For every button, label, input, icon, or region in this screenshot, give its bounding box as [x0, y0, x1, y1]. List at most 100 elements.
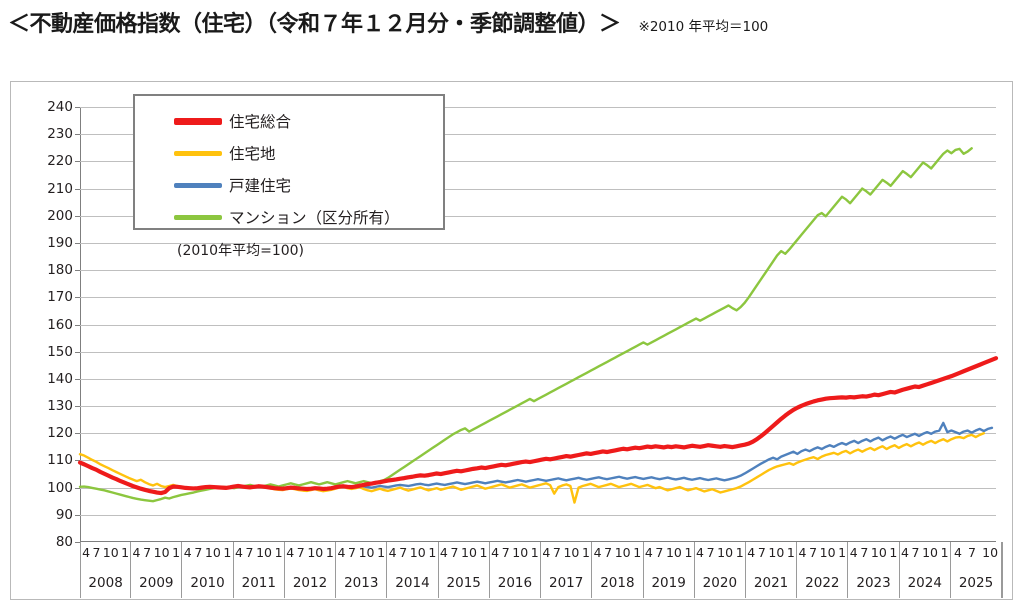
- x-axis-month-label: 4: [132, 545, 141, 560]
- x-axis-year-label: 2020: [702, 575, 738, 591]
- gridline: [80, 270, 996, 272]
- x-axis-month-ticks: 4 7 10 1: [592, 542, 642, 571]
- x-axis-month-ticks: 4 7 10 1: [644, 542, 694, 571]
- y-tick-label: 220: [47, 153, 73, 170]
- gridline: [80, 188, 996, 190]
- y-tick-mark: [75, 324, 80, 326]
- y-tick-mark: [75, 297, 80, 299]
- legend-item-total: 住宅総合: [135, 105, 443, 137]
- x-axis-month-label: 7: [399, 545, 408, 560]
- legend-swatch-detached: [174, 182, 222, 188]
- x-axis-year-label: 2019: [651, 575, 686, 591]
- x-axis-month-label: 1: [582, 545, 590, 560]
- x-axis-year-cell: 4 7 10 1 2012: [285, 542, 337, 598]
- legend-item-land: 住宅地: [135, 137, 443, 169]
- x-axis-labels: 4 7 10 1 2008 4 7 10 1 2009 4 7 10 1 2010 4 7 10 1 2011 4 7 10…: [80, 542, 1004, 598]
- legend-swatch-total: [174, 117, 222, 125]
- gridline: [80, 378, 996, 380]
- y-tick-mark: [75, 406, 80, 408]
- x-axis-year-label: 2011: [241, 575, 276, 591]
- x-axis-month-label: 10: [358, 545, 375, 560]
- x-axis-month-label: 4: [593, 545, 602, 560]
- gridline: [80, 406, 996, 408]
- x-axis-month-label: 7: [296, 545, 305, 560]
- x-axis-month-label: 10: [512, 545, 529, 560]
- x-axis-month-label: 10: [717, 545, 734, 560]
- x-axis-month-ticks: 4 7 10 1: [234, 542, 284, 571]
- x-axis-month-label: 4: [644, 545, 653, 560]
- x-axis-month-label: 1: [428, 545, 437, 560]
- x-axis-month-label: 4: [286, 545, 295, 560]
- x-axis-year-label: 2018: [600, 575, 635, 591]
- legend-item-detached: 戸建住宅: [135, 169, 443, 201]
- x-axis-month-label: 10: [409, 545, 426, 560]
- x-axis-month-ticks: 4 7 10: [951, 542, 1001, 571]
- x-axis-month-ticks: 4 7 10 1: [81, 542, 130, 571]
- x-axis-month-label: 1: [889, 545, 898, 560]
- x-axis-month-label: 7: [809, 545, 818, 560]
- x-axis-year-label: 2017: [548, 575, 584, 591]
- y-tick-label: 80: [55, 534, 73, 550]
- x-axis-month-label: 10: [204, 545, 221, 560]
- x-axis-year-cell: 4 7 10 1 2010: [182, 542, 234, 598]
- gridline: [80, 351, 996, 353]
- x-axis-year-cell: 4 7 10 1 2008: [80, 542, 132, 598]
- x-axis-month-ticks: 4 7 10 1: [797, 542, 847, 571]
- y-tick-label: 210: [47, 180, 73, 197]
- x-axis-month-label: 1: [940, 545, 949, 560]
- y-tick-label: 90: [55, 506, 73, 523]
- y-tick-label: 200: [47, 207, 73, 224]
- x-axis-month-label: 1: [838, 545, 847, 560]
- x-axis-month-label: 4: [439, 545, 448, 560]
- series-line-detached: [78, 421, 994, 494]
- x-axis-month-label: 1: [223, 545, 232, 560]
- x-axis-month-ticks: 4 7 10 1: [131, 542, 181, 571]
- x-axis-month-label: 4: [82, 545, 91, 560]
- x-axis-month-label: 7: [655, 545, 664, 560]
- x-axis-year-label: 2012: [292, 575, 328, 591]
- x-axis-month-ticks: 4 7 10 1: [336, 542, 386, 571]
- x-axis-year-cell: 4 7 10 1 2024: [900, 542, 951, 598]
- x-axis-month-label: 10: [256, 545, 273, 560]
- x-axis-month-ticks: 4 7 10 1: [695, 542, 745, 571]
- page-title: ＜不動産価格指数（住宅）（令和７年１２月分・季節調整値）＞: [8, 12, 621, 37]
- y-tick-mark: [75, 242, 80, 244]
- x-axis-month-label: 4: [542, 545, 551, 560]
- x-axis-month-label: 7: [968, 545, 976, 560]
- x-axis-year-cell: 4 7 10 1 2015: [439, 542, 490, 598]
- x-axis-year-cell: 4 7 10 1 2018: [592, 542, 644, 598]
- gridline: [80, 514, 996, 516]
- x-axis-month-label: 1: [735, 545, 744, 560]
- y-tick-label: 140: [47, 370, 73, 387]
- x-axis-year-label: 2021: [753, 575, 789, 591]
- x-axis-month-label: 10: [922, 545, 938, 560]
- x-axis-year-cell: 4 7 10 1 2022: [797, 542, 849, 598]
- x-axis-year-label: 2015: [446, 575, 481, 591]
- x-axis-month-label: 1: [530, 545, 539, 560]
- x-axis-month-label: 4: [337, 545, 346, 560]
- y-tick-mark: [75, 460, 80, 462]
- legend-swatch-condo: [174, 214, 222, 220]
- x-axis-month-label: 4: [183, 545, 192, 560]
- x-axis-year-label: 2024: [907, 575, 942, 591]
- x-axis-year-cell: 4 7 10 1 2016: [490, 542, 542, 598]
- x-axis-month-label: 4: [491, 545, 500, 560]
- x-axis-year-cell: 4 7 10 2025: [951, 542, 1003, 598]
- x-axis-year-label: 2025: [958, 575, 994, 591]
- x-axis-year-cell: 4 7 10 1 2020: [695, 542, 746, 598]
- x-axis-month-ticks: 4 7 10 1: [182, 542, 232, 571]
- x-axis-year-cell: 4 7 10 1 2017: [541, 542, 593, 598]
- y-tick-mark: [75, 542, 80, 543]
- legend-item-condo: マンション（区分所有）: [135, 201, 443, 233]
- x-axis-year-label: 2016: [497, 575, 533, 591]
- y-tick-label: 180: [47, 262, 73, 279]
- x-axis-month-label: 4: [900, 545, 909, 560]
- y-tick-label: 100: [47, 479, 73, 496]
- x-axis-month-label: 1: [479, 545, 488, 560]
- y-tick-mark: [75, 514, 80, 516]
- x-axis-month-label: 1: [172, 545, 181, 560]
- chart-legend: 住宅総合 住宅地 戸建住宅 マンション（区分所有）: [133, 94, 445, 230]
- y-tick-label: 130: [47, 398, 73, 415]
- x-axis-month-label: 4: [388, 545, 397, 560]
